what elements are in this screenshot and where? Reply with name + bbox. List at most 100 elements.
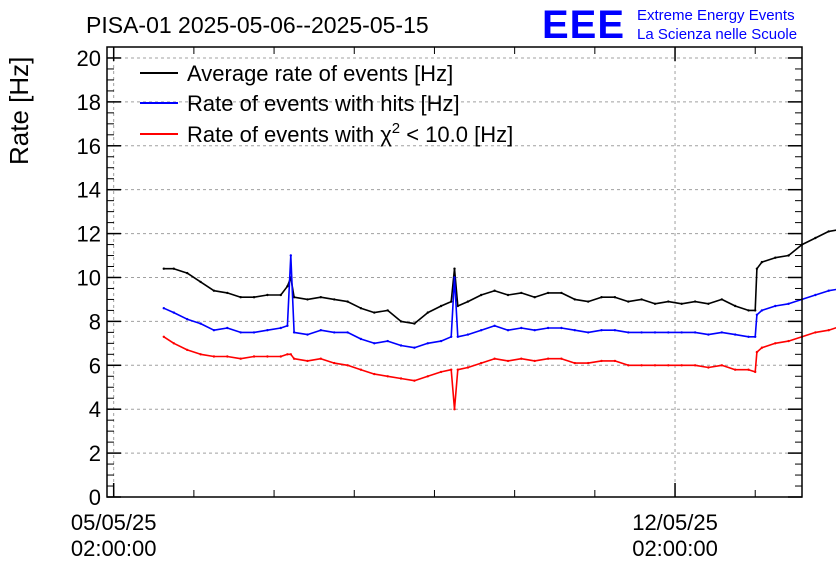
series-point-1: [707, 333, 710, 336]
series-point-2: [613, 359, 617, 363]
series-point-1: [212, 329, 216, 332]
series-point-1: [413, 346, 416, 349]
series-point-2: [760, 346, 764, 349]
series-point-1: [600, 329, 603, 332]
series-point-1: [720, 331, 723, 334]
series-point-1: [359, 337, 363, 341]
series-point-1: [755, 313, 759, 316]
series-point-2: [286, 353, 289, 356]
legend-label-text: Rate of events with hits [Hz]: [187, 91, 460, 116]
series-point-0: [266, 293, 269, 297]
series-point-0: [693, 300, 697, 303]
series-point-2: [693, 364, 697, 367]
series-point-0: [292, 296, 296, 299]
y-tick-label: 2: [89, 441, 101, 466]
series-point-1: [640, 331, 643, 334]
series-point-1: [186, 318, 189, 321]
series-point-0: [439, 304, 443, 308]
series-point-0: [466, 300, 470, 303]
series-point-1: [533, 329, 536, 332]
series-point-1: [346, 331, 349, 334]
y-tick-label: 20: [77, 46, 101, 71]
series-point-1: [172, 311, 175, 314]
series-point-1: [653, 331, 657, 334]
x-tick-label-date: 05/05/25: [71, 510, 157, 535]
series-point-0: [333, 298, 336, 301]
y-tick-label: 18: [77, 90, 101, 115]
y-tick-label: 16: [77, 134, 101, 159]
series-point-0: [453, 267, 456, 270]
series-point-2: [774, 342, 777, 345]
series-point-2: [186, 348, 189, 352]
series-point-1: [814, 293, 817, 297]
series-point-2: [707, 366, 710, 369]
series-point-2: [573, 361, 576, 365]
series-point-0: [212, 289, 216, 292]
series-point-1: [627, 331, 630, 334]
series-point-2: [373, 372, 376, 376]
series-point-2: [226, 355, 229, 358]
series-point-0: [760, 260, 764, 264]
series-point-0: [667, 300, 670, 303]
series-point-0: [754, 309, 757, 312]
series-point-1: [239, 331, 242, 334]
series-point-0: [627, 300, 630, 303]
series-point-2: [600, 359, 603, 363]
series-point-1: [319, 329, 322, 332]
series-point-1: [266, 329, 269, 332]
series-point-2: [747, 368, 750, 371]
logo-line-2: La Scienza nelle Scuole: [637, 26, 797, 43]
series-point-1: [292, 331, 296, 334]
legend-label-superscript: 2: [392, 120, 400, 137]
series-point-2: [456, 368, 459, 371]
series-point-0: [306, 298, 309, 301]
series-point-1: [787, 302, 790, 305]
legend-label-suffix: < 10.0 [Hz]: [400, 122, 513, 147]
y-tick-label: 14: [77, 178, 101, 203]
eee-logo-mark: EEE: [542, 3, 625, 47]
series-point-2: [827, 329, 830, 332]
series-point-1: [760, 309, 764, 312]
series-point-2: [212, 355, 216, 358]
eee-logo: EEE Extreme Energy Events La Scienza nel…: [542, 3, 797, 47]
series-point-0: [787, 254, 790, 257]
series-point-0: [359, 307, 363, 310]
series-point-1: [386, 339, 389, 343]
series-point-2: [587, 361, 590, 365]
series-point-2: [439, 370, 443, 374]
series-point-2: [279, 355, 282, 358]
series-point-2: [755, 350, 759, 354]
series-point-0: [573, 298, 576, 301]
y-tick-label: 10: [77, 265, 101, 290]
series-point-2: [680, 364, 683, 367]
x-tick-label-time: 02:00:00: [71, 536, 157, 561]
series-point-2: [346, 364, 349, 367]
series-point-0: [346, 300, 349, 303]
series-point-2: [453, 408, 456, 411]
series-point-1: [747, 335, 750, 338]
series-point-1: [453, 276, 456, 279]
series-point-2: [319, 357, 322, 360]
series-point-1: [162, 307, 165, 310]
series-point-0: [680, 302, 683, 305]
series-point-1: [546, 326, 550, 330]
series-point-1: [493, 324, 496, 327]
series-point-2: [734, 368, 737, 371]
series-point-0: [613, 296, 617, 299]
series-point-0: [386, 309, 389, 312]
y-tick-label: 12: [77, 222, 101, 247]
series-point-0: [533, 296, 536, 299]
series-point-1: [426, 342, 429, 345]
series-point-0: [426, 311, 429, 314]
series-point-1: [506, 329, 510, 332]
series-point-0: [814, 236, 817, 240]
series-point-1: [587, 331, 590, 334]
series-point-0: [827, 230, 830, 233]
series-point-1: [199, 322, 202, 325]
series-point-0: [399, 320, 403, 323]
series-point-1: [774, 304, 777, 308]
series-point-2: [627, 364, 630, 367]
series-point-2: [386, 375, 389, 378]
logo-line-1: Extreme Energy Events: [637, 7, 795, 24]
series-point-2: [413, 379, 416, 382]
